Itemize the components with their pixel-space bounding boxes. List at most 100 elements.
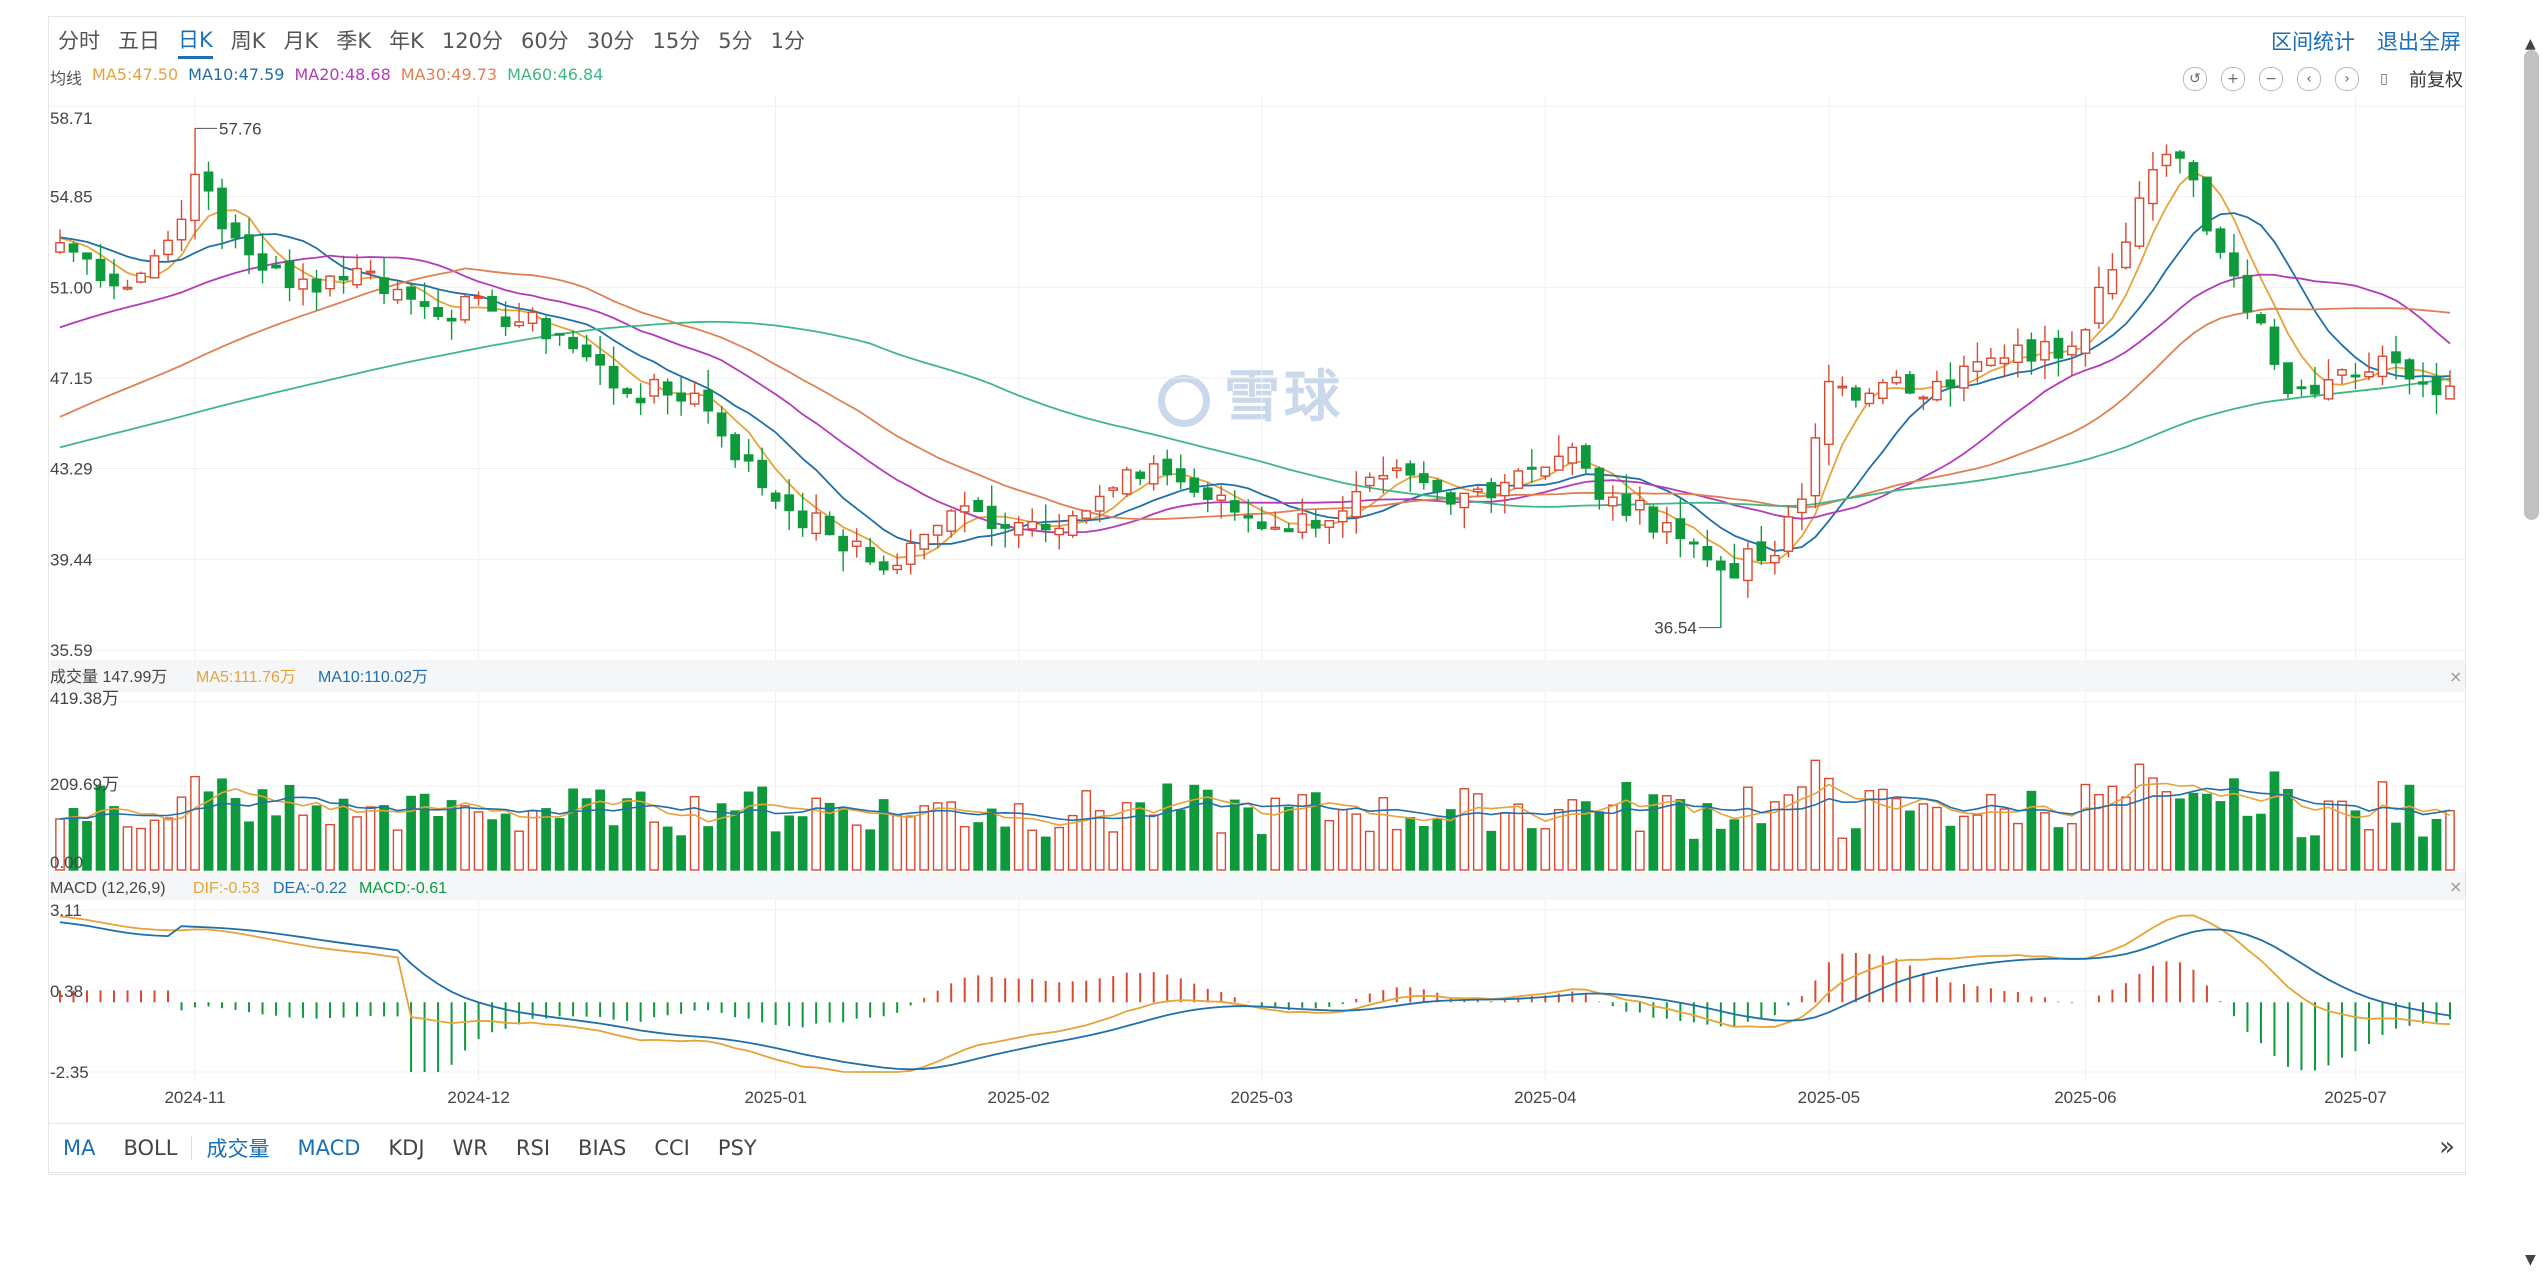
indicator-tab[interactable]: BIAS bbox=[578, 1136, 627, 1160]
volume-bar bbox=[865, 829, 876, 871]
pan-left-icon[interactable]: ‹ bbox=[2297, 67, 2321, 91]
candle bbox=[1864, 392, 1875, 405]
volume-bar bbox=[190, 775, 200, 871]
candle bbox=[473, 296, 484, 299]
volume-bar bbox=[2188, 792, 2199, 871]
volume-bar bbox=[311, 805, 322, 871]
macd-dea-legend: DEA:-0.22 bbox=[273, 880, 347, 897]
scroll-down-icon[interactable]: ▼ bbox=[2525, 1252, 2536, 1268]
period-tab[interactable]: 60分 bbox=[521, 29, 569, 53]
indicator-tab[interactable]: 成交量 bbox=[206, 1137, 270, 1161]
period-tab[interactable]: 15分 bbox=[652, 29, 701, 53]
candle bbox=[1986, 357, 1996, 367]
period-tab[interactable]: 120分 bbox=[441, 29, 503, 53]
volume-bar bbox=[2229, 778, 2239, 871]
indicator-tab[interactable]: MACD bbox=[297, 1136, 361, 1160]
double-chevron-right-icon[interactable]: » bbox=[2439, 1132, 2455, 1162]
indicator-tab[interactable]: BOLL bbox=[123, 1136, 178, 1160]
period-tab[interactable]: 1分 bbox=[770, 29, 805, 53]
indicator-tab[interactable]: MA bbox=[63, 1136, 96, 1160]
reset-icon[interactable]: ↺ bbox=[2183, 67, 2207, 91]
period-tab[interactable]: 日K bbox=[178, 24, 213, 59]
indicator-tab[interactable]: KDJ bbox=[388, 1136, 425, 1160]
candle bbox=[68, 243, 79, 253]
ma30-legend: MA30:49.73 bbox=[400, 65, 498, 84]
candle bbox=[1918, 396, 1929, 400]
volume-bar bbox=[1661, 795, 1672, 871]
volume-bar bbox=[379, 805, 389, 871]
zoom-out-icon[interactable]: − bbox=[2259, 67, 2283, 91]
volume-bar bbox=[487, 819, 497, 871]
volume-bar bbox=[2283, 788, 2293, 871]
volume-bar bbox=[2337, 800, 2347, 871]
volume-bar bbox=[2215, 801, 2226, 871]
candle bbox=[446, 317, 457, 322]
price-axis-label: 39.44 bbox=[50, 550, 93, 569]
volume-bar bbox=[730, 810, 741, 871]
exit-fullscreen-link[interactable]: 退出全屏 bbox=[2377, 30, 2461, 54]
time-axis-label: 2024-12 bbox=[447, 1088, 509, 1107]
volume-bar bbox=[1702, 803, 1713, 871]
indicator-tab[interactable]: CCI bbox=[654, 1136, 690, 1160]
indicator-tabs: » MA BOLL 成交量 MACD KDJ WR RSI BIAS CCI PSY bbox=[48, 1123, 2466, 1173]
candles: 57.76 36.54 bbox=[55, 119, 2455, 638]
period-tab[interactable]: 月K bbox=[283, 29, 319, 53]
volume-bar bbox=[136, 827, 146, 871]
period-tab[interactable]: 5分 bbox=[718, 29, 753, 53]
period-tab[interactable]: 五日 bbox=[118, 29, 160, 53]
period-tab[interactable]: 年K bbox=[389, 29, 424, 53]
period-tab[interactable]: 周K bbox=[230, 29, 266, 53]
close-panel-icon[interactable]: × bbox=[2449, 667, 2462, 686]
candle bbox=[2148, 169, 2158, 205]
candle bbox=[1702, 545, 1713, 561]
candle bbox=[163, 239, 173, 256]
candle bbox=[919, 533, 930, 550]
candle bbox=[2337, 369, 2347, 376]
ma20-legend: MA20:48.68 bbox=[294, 65, 391, 84]
volume-bar bbox=[338, 798, 349, 871]
candle bbox=[865, 546, 876, 563]
candle bbox=[136, 272, 146, 283]
candle bbox=[190, 173, 200, 222]
volume-bar bbox=[1054, 826, 1065, 871]
volume-bar bbox=[1364, 830, 1375, 871]
candle bbox=[2121, 241, 2131, 269]
volume-bar bbox=[1675, 799, 1686, 871]
range-stats-link[interactable]: 区间统计 bbox=[2271, 30, 2355, 54]
scroll-thumb[interactable] bbox=[2524, 50, 2539, 520]
ma-legend-label: 均线 bbox=[50, 69, 83, 88]
time-axis-label: 2025-07 bbox=[2324, 1088, 2386, 1107]
candle bbox=[851, 540, 862, 547]
period-tab[interactable]: 30分 bbox=[586, 29, 635, 53]
volume-bar bbox=[635, 791, 646, 871]
period-tab[interactable]: 季K bbox=[336, 29, 372, 53]
price-axis-label: 54.85 bbox=[50, 188, 93, 207]
candle bbox=[1351, 490, 1362, 518]
ma60-line bbox=[59, 320, 2451, 508]
candle bbox=[1297, 513, 1308, 533]
adjust-mode[interactable]: 前复权 bbox=[2409, 70, 2463, 91]
scrollbar[interactable]: ▲ ▼ bbox=[2521, 36, 2543, 1268]
volume-bar bbox=[325, 823, 335, 871]
zoom-in-icon[interactable]: + bbox=[2221, 67, 2245, 91]
candle bbox=[824, 515, 835, 536]
candle bbox=[527, 311, 538, 324]
volume-bar bbox=[689, 795, 700, 871]
volume-bar bbox=[1945, 825, 1956, 871]
pan-right-icon[interactable]: › bbox=[2335, 67, 2359, 91]
period-tab[interactable]: 分时 bbox=[58, 29, 100, 53]
ma10-line bbox=[59, 212, 2451, 552]
scroll-up-icon[interactable]: ▲ bbox=[2525, 36, 2536, 52]
volume-bar bbox=[1513, 803, 1524, 871]
indicator-tab[interactable]: PSY bbox=[717, 1136, 757, 1160]
close-panel-icon[interactable]: × bbox=[2449, 877, 2462, 896]
indicator-tab[interactable]: RSI bbox=[515, 1136, 551, 1160]
indicator-tab[interactable]: WR bbox=[452, 1136, 488, 1160]
volume-bar bbox=[1783, 794, 1794, 871]
macd-axis-label: -2.35 bbox=[50, 1063, 89, 1082]
volume-bar bbox=[2013, 822, 2023, 871]
volume-bar bbox=[109, 806, 119, 871]
candle bbox=[1580, 445, 1591, 469]
volume-bar bbox=[55, 818, 65, 871]
